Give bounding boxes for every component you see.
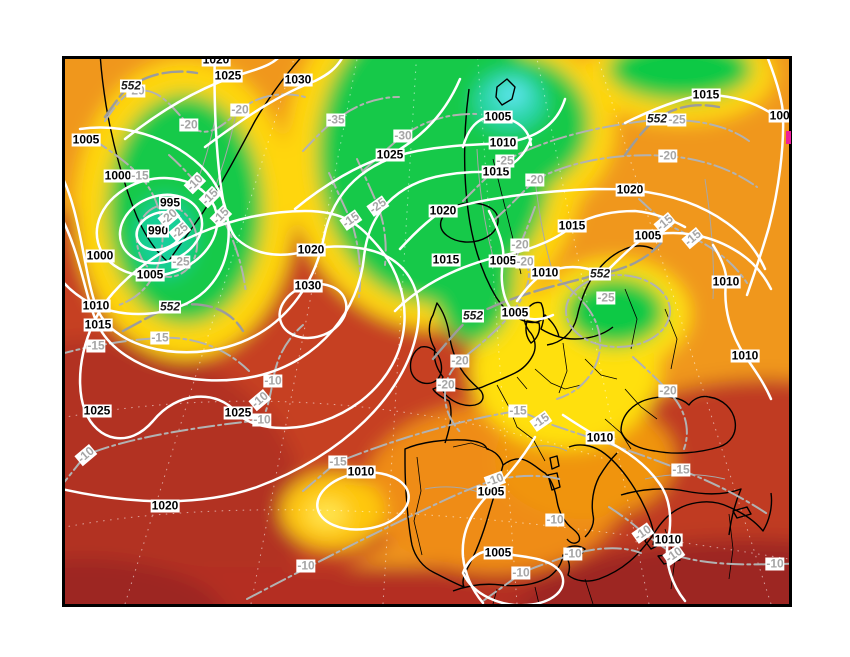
pressure-label: 1005 <box>633 228 663 243</box>
temp-label: -20 <box>515 254 535 269</box>
pressure-label: 1010 <box>653 532 683 547</box>
pressure-label: 1010 <box>730 348 760 363</box>
edge-marker <box>786 131 791 144</box>
temp-label: -20 <box>230 102 250 117</box>
temp-label: -20 <box>510 237 530 252</box>
temp-label: -15 <box>86 338 106 353</box>
temp-label: -10 <box>252 412 272 427</box>
temp-label: -15 <box>130 168 150 183</box>
pressure-label: 1005 <box>483 545 513 560</box>
pressure-label: 1020 <box>615 182 645 197</box>
pressure-label: 1010 <box>346 464 376 479</box>
temp-label: -10 <box>263 373 283 388</box>
pressure-label: 1005 <box>135 267 165 282</box>
label-layer: 1020 1025 1030 1005 1000 995 990 1000 1005 1010 10… <box>65 59 789 604</box>
temp-label: -20 <box>179 117 199 132</box>
temp-label: -15 <box>198 185 222 209</box>
pressure-label: 1015 <box>431 252 461 267</box>
temp-label: -15 <box>671 462 691 477</box>
pressure-label: 1025 <box>223 405 253 420</box>
temp-label: -25 <box>596 290 616 305</box>
pressure-label: 995 <box>158 195 182 210</box>
temp-label: -15 <box>681 226 705 250</box>
pressure-label: 1015 <box>557 218 587 233</box>
temp-label: -10 <box>563 546 583 561</box>
pressure-label: 1005 <box>768 109 789 123</box>
pressure-label: 1020 <box>201 59 231 67</box>
temp-label: -25 <box>366 194 390 217</box>
temp-label: -10 <box>631 521 655 544</box>
pressure-label: 1000 <box>85 248 115 263</box>
thickness-label: 552 <box>645 111 669 126</box>
pressure-label: 1005 <box>488 253 518 268</box>
pressure-label: 1025 <box>375 147 405 162</box>
temp-label: -25 <box>168 219 192 243</box>
temp-label: -20 <box>658 148 678 163</box>
thickness-label: 552 <box>461 308 485 323</box>
pressure-label: 1030 <box>293 278 323 293</box>
pressure-label: 1015 <box>481 164 511 179</box>
pressure-label: 1010 <box>585 430 615 445</box>
pressure-label: 1010 <box>530 265 560 280</box>
temp-label: -15 <box>150 330 170 345</box>
temp-label: -15 <box>339 208 363 231</box>
thickness-label: 552 <box>119 78 143 93</box>
pressure-label: 1020 <box>296 242 326 257</box>
temp-label: -10 <box>765 556 785 571</box>
temp-label: -20 <box>525 172 545 187</box>
temp-label: -35 <box>326 112 346 127</box>
temp-label: -15 <box>328 454 348 469</box>
temp-label: -10 <box>183 171 207 195</box>
pressure-label: 1005 <box>500 305 530 320</box>
thickness-label: 552 <box>158 299 182 314</box>
temp-label: -10 <box>74 443 98 467</box>
temp-label: -25 <box>667 112 687 127</box>
country-borders <box>413 158 734 604</box>
temp-label: -10 <box>545 512 565 527</box>
thickness-label: 552 <box>588 266 612 281</box>
temp-label: -10 <box>511 565 531 580</box>
pressure-label: 1000 <box>103 168 133 183</box>
pressure-label: 1020 <box>428 203 458 218</box>
temp-label: -20 <box>436 377 456 392</box>
temp-label: -25 <box>495 153 515 168</box>
pressure-label: 1015 <box>83 317 113 332</box>
temp-label: -20 <box>658 383 678 398</box>
pressure-label: 1010 <box>711 274 741 289</box>
pressure-label: 990 <box>146 223 170 238</box>
pressure-label: 1005 <box>71 132 101 147</box>
temp-label: -20 <box>450 353 470 368</box>
temp-label: -10 <box>296 558 316 573</box>
pressure-label: 1025 <box>213 68 243 83</box>
pressure-label: 1025 <box>82 403 112 418</box>
temp-label: -15 <box>209 204 233 228</box>
pressure-label: 1030 <box>283 72 313 87</box>
temp-label: -15 <box>508 403 528 418</box>
temp-label: -10 <box>662 543 686 566</box>
pressure-label: 1010 <box>488 135 518 150</box>
pressure-label: 1005 <box>476 484 506 499</box>
pressure-label: 1005 <box>483 109 513 124</box>
temp-label: -25 <box>171 254 191 269</box>
temp-label: -30 <box>393 128 413 143</box>
pressure-label: 1020 <box>150 498 180 513</box>
pressure-label: 1015 <box>691 87 721 102</box>
pressure-label: 1010 <box>81 298 111 313</box>
temp-label: -15 <box>529 409 553 432</box>
map-frame: 1020 1025 1030 1005 1000 995 990 1000 1005 1010 10… <box>62 56 792 607</box>
